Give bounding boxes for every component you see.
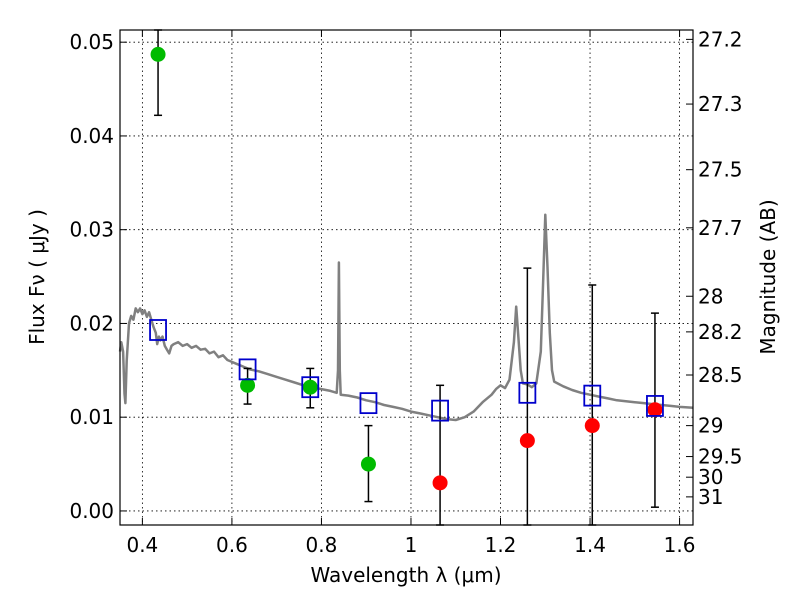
y-tick-label: 0.03 bbox=[69, 218, 114, 242]
red-data-point bbox=[432, 475, 448, 491]
red-data-point bbox=[647, 402, 663, 418]
red-data-point bbox=[519, 433, 535, 449]
y-tick-label: 0.02 bbox=[69, 311, 114, 335]
magnitude-tick-label: 27.2 bbox=[698, 27, 743, 51]
model-flux-square bbox=[359, 392, 378, 415]
model-flux-square bbox=[301, 376, 320, 399]
model-spectrum bbox=[118, 213, 694, 422]
magnitude-tick-label: 27.3 bbox=[698, 92, 743, 116]
model-flux-square bbox=[238, 358, 257, 381]
magnitude-tick-label: 29 bbox=[698, 414, 723, 438]
y-tick-label: 0.04 bbox=[69, 124, 114, 148]
model-flux-square bbox=[149, 319, 167, 341]
magnitude-tick-label: 31 bbox=[698, 485, 723, 509]
model-flux-square bbox=[646, 395, 664, 417]
error-bars bbox=[154, 29, 659, 526]
y-tick-label: 0.00 bbox=[69, 499, 114, 523]
grid bbox=[120, 30, 693, 525]
model-flux-square bbox=[518, 381, 537, 404]
magnitude-tick-label: 27.5 bbox=[698, 158, 743, 182]
x-tick-label: 1 bbox=[405, 533, 418, 557]
x-tick-label: 0.4 bbox=[126, 533, 158, 557]
model-spectrum-line bbox=[118, 213, 694, 422]
x-tick-label: 1.4 bbox=[574, 533, 606, 557]
model-flux-square bbox=[431, 399, 449, 422]
magnitude-tick-label: 29.5 bbox=[698, 445, 743, 469]
green-data-point bbox=[302, 379, 318, 395]
y2-axis-label: Magnitude (AB) bbox=[756, 199, 780, 354]
magnitude-tick-label: 30 bbox=[698, 465, 723, 489]
plot-frame bbox=[119, 29, 694, 526]
model-flux-square bbox=[583, 384, 602, 407]
y-tick-label: 0.01 bbox=[69, 405, 114, 429]
y-axis-label: Flux Fν ( μJy ) bbox=[25, 209, 49, 345]
green-data-point bbox=[360, 456, 376, 472]
x-tick-label: 0.8 bbox=[306, 533, 338, 557]
green-data-point bbox=[150, 46, 166, 62]
magnitude-tick-label: 28.5 bbox=[698, 363, 743, 387]
y-tick-label: 0.05 bbox=[69, 30, 114, 54]
x-axis-label: Wavelength λ (μm) bbox=[310, 563, 501, 587]
magnitude-tick-label: 27.7 bbox=[698, 216, 743, 240]
magnitude-tick-label: 28.2 bbox=[698, 320, 743, 344]
x-tick-label: 1.6 bbox=[664, 533, 696, 557]
x-tick-label: 1.2 bbox=[485, 533, 517, 557]
green-data-point bbox=[240, 377, 256, 393]
magnitude-tick-label: 28 bbox=[698, 284, 723, 308]
axis-ticks: 0.4 0.6 0.8 1 1.2 1.4 1.6 0.00 0.01 0.02 0.03 0.04 0… bbox=[69, 27, 742, 557]
data-markers bbox=[149, 46, 664, 491]
red-data-point bbox=[584, 418, 600, 434]
x-tick-label: 0.6 bbox=[216, 533, 248, 557]
